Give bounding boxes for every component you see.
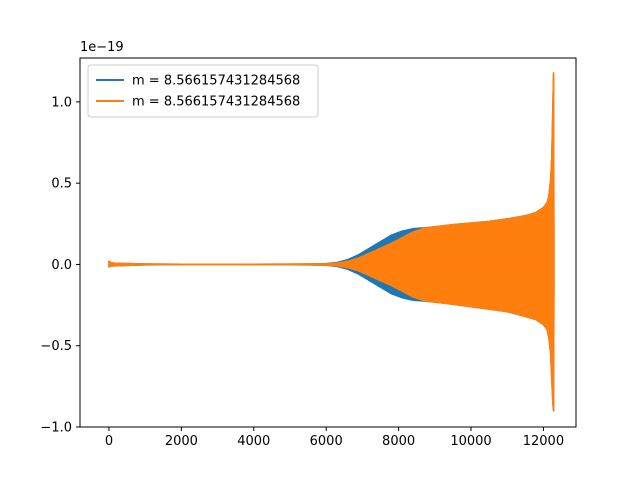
x-tick-label: 8000: [382, 434, 415, 449]
axes-frame: [79, 57, 577, 428]
y-tick-label: 0.0: [51, 258, 72, 273]
legend-label-2: m = 8.566157431284568: [132, 95, 300, 110]
x-tick-label: 6000: [310, 434, 343, 449]
x-tick-label: 4000: [237, 434, 270, 449]
series-2-band: [108, 71, 555, 412]
legend: [87, 64, 319, 118]
x-tick-label: 0: [105, 434, 113, 449]
x-tick-label: 12000: [523, 434, 564, 449]
y-offset-label: 1e−19: [80, 40, 124, 55]
legend-label-1: m = 8.566157431284568: [132, 74, 300, 89]
y-tick-label: −0.5: [40, 339, 72, 354]
y-tick-label: 0.5: [51, 177, 72, 192]
y-tick-label: −1.0: [40, 421, 72, 436]
x-tick-label: 10000: [450, 434, 491, 449]
y-tick-label: 1.0: [51, 95, 72, 110]
x-tick-label: 2000: [165, 434, 198, 449]
